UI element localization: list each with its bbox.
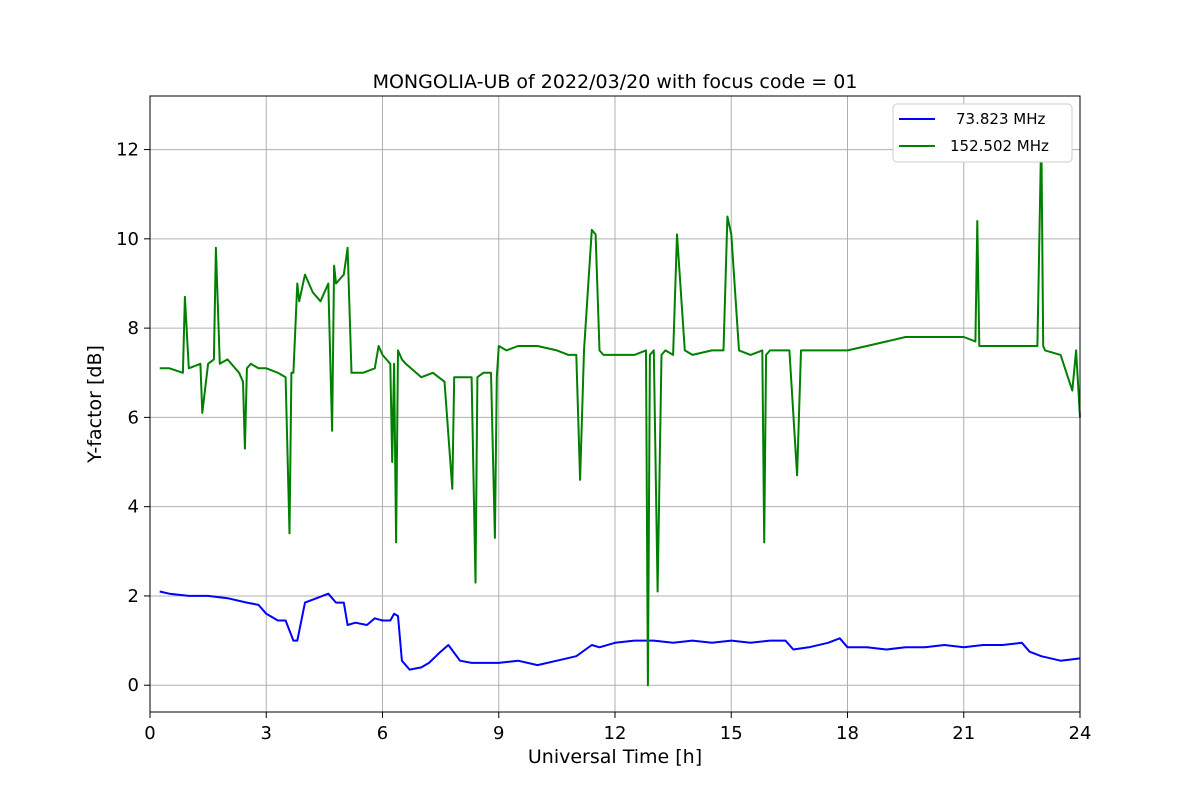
x-tick-label: 15 — [720, 723, 743, 744]
x-tick-label: 6 — [377, 723, 388, 744]
y-axis-label: Y-factor [dB] — [84, 345, 106, 464]
x-tick-label: 3 — [261, 723, 272, 744]
legend-box — [892, 103, 1073, 163]
y-tick-label: 0 — [128, 675, 139, 696]
x-tick-label: 9 — [493, 723, 504, 744]
x-axis-label: Universal Time [h] — [528, 746, 702, 768]
y-tick-label: 10 — [116, 229, 139, 250]
y-tick-label: 2 — [128, 586, 139, 607]
legend: 73.823 MHz 152.502 MHz — [892, 103, 1073, 163]
legend-label-152-502: 152.502 MHz — [950, 137, 1049, 155]
x-tick-label: 12 — [604, 723, 627, 744]
series-line-0 — [159, 590, 1081, 671]
chart-title: MONGOLIA-UB of 2022/03/20 with focus cod… — [373, 71, 858, 93]
x-tick-label: 21 — [952, 723, 975, 744]
series-layer — [159, 130, 1081, 687]
y-tick-label: 12 — [116, 140, 139, 161]
y-tick-label: 8 — [128, 318, 139, 339]
y-tick-label: 6 — [128, 407, 139, 428]
x-tick-label: 0 — [144, 723, 155, 744]
y-tick-label: 4 — [128, 497, 139, 518]
x-tick-label: 18 — [836, 723, 859, 744]
x-tick-label: 24 — [1069, 723, 1092, 744]
series-line-1 — [159, 130, 1081, 687]
legend-label-73-823: 73.823 MHz — [956, 110, 1045, 128]
